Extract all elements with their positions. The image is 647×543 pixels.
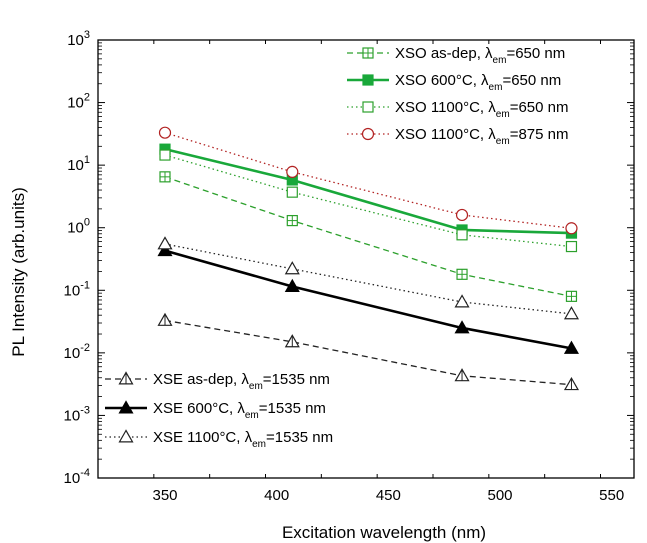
x-tick-label: 400 [264, 487, 289, 504]
legend-label: XSO 1100°C, λem=650 nm [395, 99, 568, 120]
x-tick-label: 550 [599, 487, 624, 504]
y-axis-ticks: 10-4 10-3 10-2 10-1 100 101 102 103 [64, 29, 634, 487]
legend-item-xso-600: XSO 600°C, λem=650 nm [347, 72, 561, 93]
series-xse-600 [157, 242, 580, 354]
legend-label: XSE 1100°C, λem=1535 nm [153, 429, 333, 450]
y-tick-label: 10-1 [64, 279, 90, 299]
data-point-xso-asdep [286, 214, 298, 227]
legend-item-xse-600: XSE 600°C, λem=1535 nm [105, 400, 326, 421]
series-xso-1100-650 [159, 149, 578, 253]
data-point-xso-1100-875 [286, 165, 299, 178]
legend-marker [361, 127, 375, 141]
plot-frame [97, 39, 635, 479]
legend-label: XSE 600°C, λem=1535 nm [153, 400, 326, 421]
data-point-xso-1100-875 [565, 222, 578, 235]
y-tick-label: 101 [67, 154, 90, 174]
legend-marker [362, 47, 374, 59]
y-tick-label: 10-4 [64, 467, 90, 487]
data-point-xse-600 [454, 320, 470, 334]
x-tick-label: 450 [376, 487, 401, 504]
legend-label: XSO as-dep, λem=650 nm [395, 45, 565, 66]
legend-marker [118, 400, 134, 414]
y-axis-title: PL Intensity (arb.units) [9, 187, 28, 356]
data-point-xso-asdep [159, 171, 171, 183]
legend-marker [118, 429, 134, 443]
series-line-xso-600 [164, 147, 572, 235]
legend-label: XSO 1100°C, λem=875 nm [395, 126, 568, 147]
data-point-xse-asdep [563, 376, 580, 391]
series-layer [157, 126, 580, 391]
data-point-xse-1100 [157, 236, 173, 250]
legend-item-xse-1100: XSE 1100°C, λem=1535 nm [105, 429, 333, 450]
x-axis-title: Excitation wavelength (nm) [282, 523, 486, 542]
data-point-xso-1100-650 [456, 229, 468, 241]
data-point-xso-1100-650 [565, 240, 578, 253]
data-point-xso-asdep [565, 290, 578, 302]
data-point-xse-600 [157, 242, 173, 257]
series-line-xso-1100-875 [164, 132, 572, 229]
y-tick-label: 10-2 [64, 342, 90, 362]
data-point-xse-asdep [284, 334, 300, 348]
series-line-xse-1100 [164, 243, 572, 315]
series-xso-1100-875 [158, 126, 578, 235]
legend-item-xse-asdep: XSE as-dep, λem=1535 nm [105, 371, 330, 392]
series-xse-1100 [157, 236, 580, 320]
legend-marker [362, 74, 374, 86]
legend-marker [362, 101, 374, 113]
data-point-xse-1100 [454, 294, 470, 308]
data-point-xse-1100 [284, 261, 300, 275]
x-axis-ticks: 350 400 450 500 550 [97, 40, 624, 504]
series-line-xse-600 [164, 249, 572, 350]
legend-label: XSE as-dep, λem=1535 nm [153, 371, 330, 392]
x-tick-label: 350 [152, 487, 177, 504]
series-xse-asdep [157, 312, 580, 391]
legend-item-xso-1100-875: XSO 1100°C, λem=875 nm [347, 126, 568, 147]
legend-item-xso-1100-650: XSO 1100°C, λem=650 nm [347, 99, 568, 120]
data-point-xso-asdep [456, 268, 468, 280]
series-line-xse-asdep [164, 319, 572, 386]
legend: XSO as-dep, λem=650 nm XSO 600°C, λem=650… [105, 45, 568, 450]
data-point-xse-600 [284, 278, 300, 292]
data-point-xse-1100 [563, 306, 580, 320]
data-point-xse-asdep [454, 368, 470, 382]
data-point-xse-600 [563, 340, 580, 354]
legend-label: XSO 600°C, λem=650 nm [395, 72, 561, 93]
y-tick-label: 102 [67, 92, 90, 112]
y-tick-label: 10-3 [64, 404, 90, 424]
y-tick-label: 103 [67, 29, 90, 49]
data-point-xso-1100-650 [286, 186, 298, 198]
series-line-xso-asdep [164, 176, 572, 297]
y-tick-label: 100 [67, 217, 90, 237]
data-point-xse-asdep [157, 312, 173, 326]
series-xso-asdep [159, 171, 578, 302]
plot-area-border [97, 39, 635, 479]
data-point-xso-1100-875 [455, 208, 469, 222]
data-point-xso-1100-875 [158, 126, 172, 139]
legend-item-xso-asdep: XSO as-dep, λem=650 nm [347, 45, 565, 66]
legend-marker [118, 371, 134, 385]
data-point-xso-1100-650 [159, 149, 171, 161]
x-tick-label: 500 [487, 487, 512, 504]
